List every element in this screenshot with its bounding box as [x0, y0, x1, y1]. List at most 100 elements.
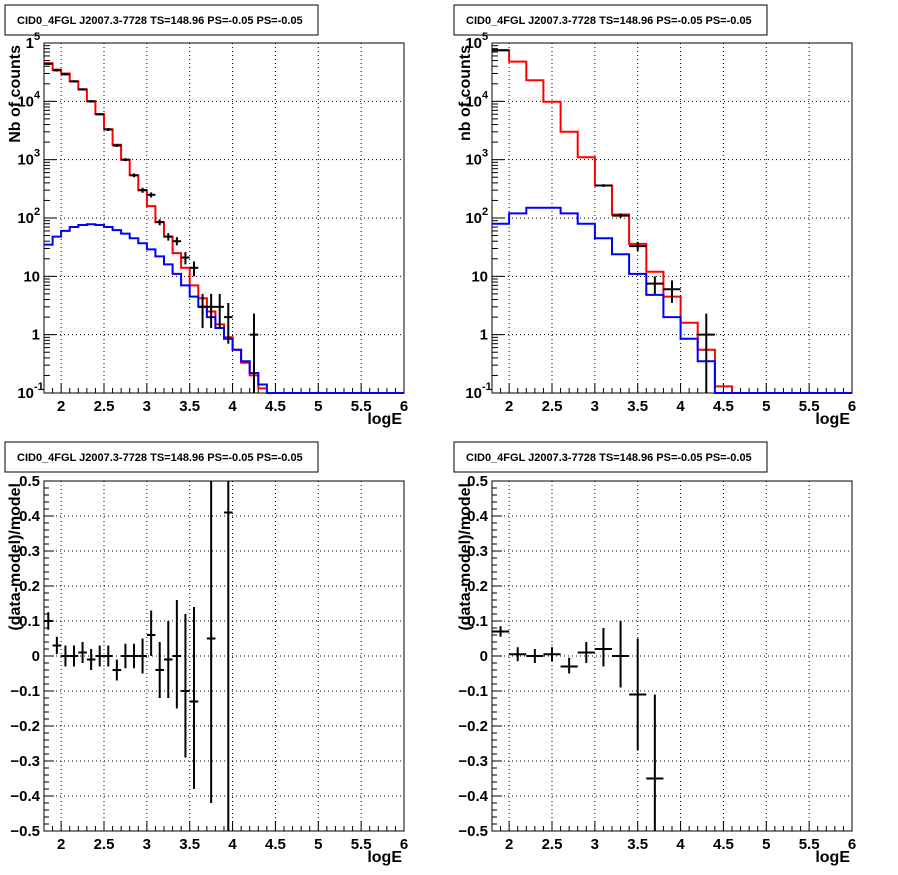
y-tick-label: −0.3	[10, 753, 40, 770]
data-point	[112, 659, 122, 681]
y-tick-label: −0.5	[10, 823, 40, 840]
x-tick-label: 6	[400, 836, 408, 853]
title-frame	[4, 441, 319, 473]
y-tick-label: 0.1	[19, 613, 40, 630]
data-point	[129, 173, 139, 178]
x-tick-label: 3.5	[179, 836, 200, 853]
data-point	[224, 302, 233, 344]
y-tick-label: 0.2	[19, 578, 40, 595]
x-axis-label: logE	[367, 411, 402, 428]
x-tick-label: 5.5	[351, 398, 372, 415]
y-tick-label: −0.1	[10, 683, 40, 700]
y-tick-label: −0.2	[458, 718, 488, 735]
y-tick-label: 0.3	[19, 543, 40, 560]
x-tick-label: 5	[314, 398, 322, 415]
x-tick-label: 4	[228, 398, 237, 415]
x-tick-label: 4.5	[265, 398, 286, 415]
y-tick-label: −0.2	[10, 718, 40, 735]
data-point	[215, 293, 224, 329]
series-total-model	[44, 62, 404, 394]
data-point	[121, 158, 130, 162]
y-tick-label: 10	[465, 93, 482, 110]
data-point	[86, 649, 96, 670]
x-tick-label: 4.5	[713, 836, 734, 853]
y-tick-label: 0.4	[467, 508, 489, 525]
x-tick-label: 4.5	[265, 836, 286, 853]
data-points	[492, 621, 664, 831]
data-point	[560, 657, 578, 674]
data-point	[129, 643, 139, 669]
data-point	[155, 642, 164, 698]
y-tick-label: −0.1	[458, 683, 488, 700]
x-tick-label: 3	[143, 836, 151, 853]
data-point	[164, 233, 173, 241]
x-tick-label: 2.5	[542, 836, 563, 853]
y-tick-exponent: 5	[482, 31, 488, 43]
data-point	[594, 628, 612, 667]
y-tick-label: −0.5	[458, 823, 488, 840]
data-point	[112, 144, 122, 147]
data-point	[206, 481, 216, 803]
x-tick-label: 2	[57, 398, 65, 415]
data-point	[138, 638, 147, 674]
data-points	[492, 49, 715, 393]
data-point	[121, 643, 130, 669]
data-point	[612, 213, 630, 218]
y-tick-exponent: 2	[34, 206, 40, 218]
grid	[44, 43, 404, 393]
x-tick-label: 5.5	[799, 398, 820, 415]
x-tick-label: 2.5	[542, 398, 563, 415]
data-point	[697, 313, 715, 393]
y-axis-label: (data-model)/model	[457, 483, 474, 631]
data-point	[61, 73, 70, 76]
data-point	[61, 645, 70, 667]
x-tick-label: 4.5	[713, 398, 734, 415]
data-point	[594, 184, 612, 187]
x-tick-label: 5.5	[351, 836, 372, 853]
x-tick-label: 5	[762, 836, 770, 853]
x-axis-label: logE	[367, 849, 402, 866]
title-frame	[4, 4, 319, 36]
data-point	[249, 313, 259, 393]
data-point	[52, 636, 62, 655]
chart-title-box: CID0_4FGL J2007.3-7728 TS=148.96 PS=-0.0…	[453, 441, 768, 473]
data-point	[629, 241, 647, 252]
x-axis-label: logE	[815, 849, 850, 866]
data-point	[612, 621, 630, 688]
data-point	[526, 649, 544, 663]
y-tick-exponent: -1	[34, 381, 44, 393]
data-point	[138, 187, 147, 193]
y-tick-label: 1	[32, 327, 40, 344]
y-tick-label: −0.4	[10, 788, 40, 805]
data-point	[86, 100, 96, 103]
data-point	[181, 614, 190, 758]
y-tick-label: 0.5	[467, 473, 488, 490]
y-tick-label: 10	[17, 385, 34, 402]
data-point	[543, 647, 561, 662]
data-point	[224, 481, 233, 831]
y-tick-label: 10	[465, 210, 482, 227]
y-tick-exponent: 2	[482, 206, 488, 218]
y-tick-exponent: 5	[34, 31, 40, 43]
y-tick-label: 10	[465, 35, 482, 52]
y-tick-label: 10	[23, 268, 40, 285]
x-tick-label: 5	[762, 398, 770, 415]
data-point	[189, 607, 199, 789]
x-tick-label: 2.5	[94, 836, 115, 853]
data-point	[172, 237, 182, 246]
y-tick-label: −0.4	[458, 788, 488, 805]
y-tick-exponent: 3	[34, 148, 40, 160]
data-point	[492, 626, 510, 637]
chart-title-box: CID0_4FGL J2007.3-7728 TS=148.96 PS=-0.0…	[4, 441, 319, 473]
y-tick-label: 10	[465, 385, 482, 402]
data-point	[95, 645, 104, 667]
x-tick-label: 3.5	[179, 398, 200, 415]
chart-title: CID0_4FGL J2007.3-7728 TS=148.96 PS=-0.0…	[466, 452, 752, 464]
grid	[492, 43, 852, 393]
y-tick-label: 0.1	[467, 613, 488, 630]
data-point	[206, 293, 216, 329]
y-tick-exponent: 4	[482, 89, 489, 101]
data-point	[95, 113, 104, 116]
chart-title-box: CID0_4FGL J2007.3-7728 TS=148.96 PS=-0.0…	[453, 4, 768, 36]
data-point	[52, 69, 62, 72]
